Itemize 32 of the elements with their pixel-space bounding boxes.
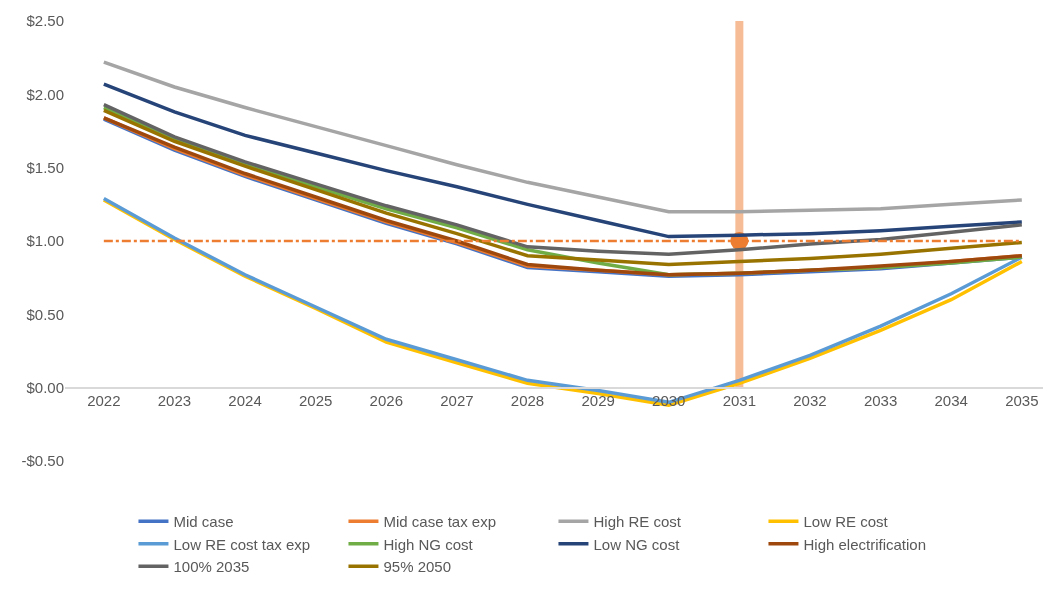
legend-label: High NG cost xyxy=(383,535,474,553)
x-tick-label: 2027 xyxy=(440,392,474,410)
y-tick-label: $2.50 xyxy=(26,12,64,30)
legend-label: High electrification xyxy=(803,535,927,553)
x-tick-label: 2026 xyxy=(369,392,403,410)
legend-label: Low NG cost xyxy=(593,535,681,553)
x-tick-label: 2023 xyxy=(157,392,192,410)
x-tick-label: 2035 xyxy=(1005,392,1039,410)
line-series xyxy=(102,60,1024,214)
y-tick-label: -$0.50 xyxy=(21,452,64,470)
y-tick-label: $0.50 xyxy=(26,305,64,323)
y-tick-label: $2.00 xyxy=(26,85,64,103)
x-tick-label: 2034 xyxy=(934,392,968,410)
y-tick-label: $1.50 xyxy=(26,158,64,176)
x-tick-label: 2024 xyxy=(228,392,262,410)
y-tick-label: $1.00 xyxy=(26,232,64,250)
legend-label: 100% 2035 xyxy=(173,558,250,576)
legend-label: Mid case xyxy=(173,513,234,531)
x-tick-label: 2025 xyxy=(298,392,333,410)
y-tick-label: $0.00 xyxy=(26,378,64,396)
x-tick-label: 2033 xyxy=(863,392,898,410)
x-tick-label: 2028 xyxy=(510,392,545,410)
x-tick-label: 2031 xyxy=(722,392,757,410)
x-tick-label: 2029 xyxy=(581,392,615,410)
legend-label: Mid case tax exp xyxy=(383,513,497,531)
x-tick-label: 2032 xyxy=(793,392,827,410)
legend-label: High RE cost xyxy=(593,513,682,531)
x-tick-label: 2022 xyxy=(87,392,121,410)
x-tick-label: 2030 xyxy=(652,392,686,410)
legend-label: Low RE cost xyxy=(803,513,889,531)
legend-label: Low RE cost tax exp xyxy=(173,535,311,553)
legend-label: 95% 2050 xyxy=(383,558,452,576)
